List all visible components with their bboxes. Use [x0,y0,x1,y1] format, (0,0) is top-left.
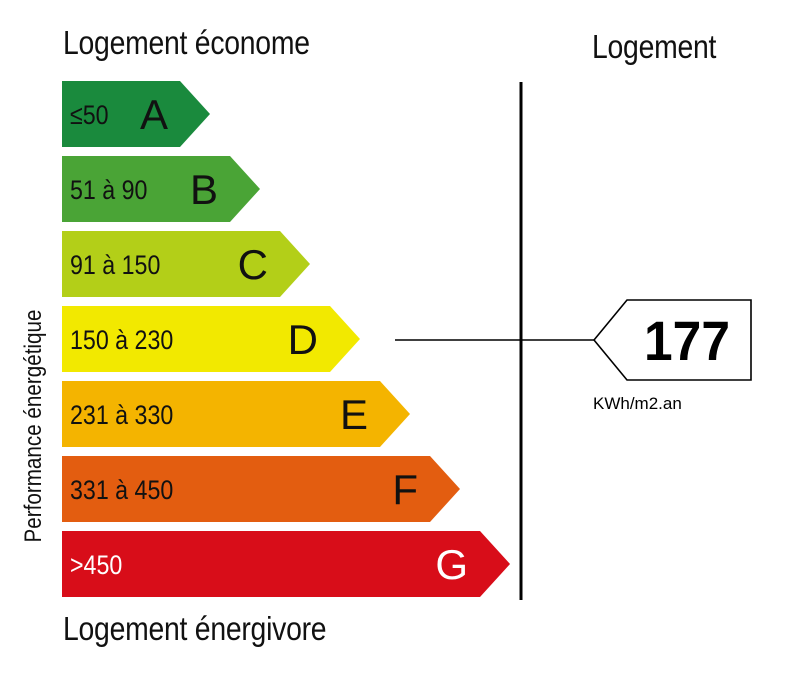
energy-class-d: 150 à 230 D [62,306,360,372]
class-letter-f: F [392,466,418,513]
class-letter-c: C [238,241,268,288]
class-letter-b: B [190,166,218,213]
class-range-g: >450 [70,550,122,580]
value-number: 177 [644,310,730,372]
class-range-b: 51 à 90 [70,175,147,205]
class-letter-a: A [140,91,168,138]
class-bar-a [62,81,210,147]
energy-class-f: 331 à 450 F [62,456,460,522]
class-range-d: 150 à 230 [70,325,173,355]
energy-class-c: 91 à 150 C [62,231,310,297]
class-bar-g [62,531,510,597]
class-range-f: 331 à 450 [70,475,173,505]
class-bar-c [62,231,310,297]
column-label: Logement [592,28,717,65]
class-bar-f [62,456,460,522]
energy-class-a: ≤50 A [62,81,210,147]
class-letter-g: G [435,541,468,588]
class-bar-b [62,156,260,222]
class-letter-d: D [288,316,318,363]
energy-bars: ≤50 A 51 à 90 B 91 à 150 C 150 à 230 D 231 à 330… [62,81,510,597]
class-bar-e [62,381,410,447]
class-range-a: ≤50 [70,100,109,130]
class-bar-d [62,306,360,372]
class-letter-e: E [340,391,368,438]
bottom-label: Logement énergivore [63,610,327,647]
energy-class-g: >450 G [62,531,510,597]
class-range-c: 91 à 150 [70,250,160,280]
value-marker [592,299,752,381]
class-range-e: 231 à 330 [70,400,173,430]
energy-class-e: 231 à 330 E [62,381,410,447]
value-unit: KWh/m2.an [593,394,682,413]
top-label: Logement économe [63,24,310,61]
energy-class-b: 51 à 90 B [62,156,260,222]
